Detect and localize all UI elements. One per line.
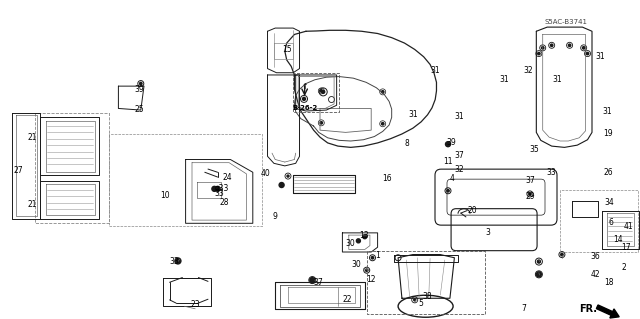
Circle shape xyxy=(310,278,315,283)
Text: 31: 31 xyxy=(602,107,612,115)
Text: 6: 6 xyxy=(609,218,614,227)
Circle shape xyxy=(413,299,416,301)
Circle shape xyxy=(538,260,540,263)
Text: 33: 33 xyxy=(214,189,224,198)
Text: 35: 35 xyxy=(529,145,540,154)
Text: 37: 37 xyxy=(314,278,324,287)
Text: 40: 40 xyxy=(260,169,271,178)
Text: 31: 31 xyxy=(595,52,605,61)
Text: 30: 30 xyxy=(346,239,356,248)
Text: 37: 37 xyxy=(454,151,465,160)
Text: 32: 32 xyxy=(523,66,533,75)
Text: 42: 42 xyxy=(590,271,600,279)
Text: 36: 36 xyxy=(590,252,600,261)
Text: 9: 9 xyxy=(273,212,278,221)
Text: 31: 31 xyxy=(408,110,418,119)
Circle shape xyxy=(140,82,142,85)
Text: 14: 14 xyxy=(612,235,623,244)
Text: 19: 19 xyxy=(603,130,613,138)
Text: 33: 33 xyxy=(547,168,557,177)
Text: 16: 16 xyxy=(381,174,392,182)
FancyArrow shape xyxy=(596,305,620,318)
Text: 10: 10 xyxy=(160,191,170,200)
Text: 18: 18 xyxy=(605,278,614,287)
Text: 11: 11 xyxy=(444,157,452,166)
Text: 5: 5 xyxy=(418,299,423,308)
Text: 7: 7 xyxy=(521,304,526,313)
Text: 15: 15 xyxy=(282,45,292,54)
Text: S5AC-B3741: S5AC-B3741 xyxy=(545,19,588,25)
Text: ↑: ↑ xyxy=(301,82,308,91)
Text: 39: 39 xyxy=(134,85,145,94)
Circle shape xyxy=(356,239,360,243)
Text: 21: 21 xyxy=(28,200,36,209)
Text: 37: 37 xyxy=(525,176,535,185)
Circle shape xyxy=(212,186,217,191)
Circle shape xyxy=(582,47,585,49)
Circle shape xyxy=(287,175,289,177)
Text: 2: 2 xyxy=(621,263,627,272)
Circle shape xyxy=(279,182,284,188)
Circle shape xyxy=(536,272,541,277)
Text: 27: 27 xyxy=(13,166,23,175)
Circle shape xyxy=(529,193,531,195)
Circle shape xyxy=(381,122,384,125)
Circle shape xyxy=(303,97,305,100)
Text: 21: 21 xyxy=(28,133,36,142)
Text: 41: 41 xyxy=(623,222,634,231)
Circle shape xyxy=(541,47,544,49)
Text: 30: 30 xyxy=(351,260,361,269)
Circle shape xyxy=(445,142,451,147)
Circle shape xyxy=(538,273,540,276)
Text: 25: 25 xyxy=(134,105,145,114)
Text: 4: 4 xyxy=(449,174,454,183)
Text: FR.: FR. xyxy=(579,304,597,314)
Circle shape xyxy=(538,52,540,55)
Circle shape xyxy=(322,90,324,93)
Text: 33: 33 xyxy=(169,257,179,266)
Text: 31: 31 xyxy=(454,112,465,121)
Circle shape xyxy=(561,253,563,256)
Text: 31: 31 xyxy=(499,75,509,84)
Text: 8: 8 xyxy=(404,139,409,148)
Text: 1: 1 xyxy=(375,251,380,260)
Text: 17: 17 xyxy=(621,243,631,252)
Circle shape xyxy=(568,44,571,47)
Circle shape xyxy=(550,44,553,47)
Circle shape xyxy=(371,256,374,259)
Text: 24: 24 xyxy=(222,173,232,182)
Text: 13: 13 xyxy=(358,231,369,240)
Text: 28: 28 xyxy=(220,198,228,207)
Text: 38: 38 xyxy=(422,292,433,301)
Text: 3: 3 xyxy=(485,228,490,237)
Text: 23: 23 xyxy=(190,300,200,309)
Circle shape xyxy=(363,235,367,239)
Text: 32: 32 xyxy=(454,165,465,174)
Circle shape xyxy=(381,91,384,93)
Text: 31: 31 xyxy=(552,75,562,84)
Text: 29: 29 xyxy=(525,192,535,201)
Text: 34: 34 xyxy=(604,198,614,207)
Circle shape xyxy=(320,122,323,124)
Circle shape xyxy=(175,258,181,264)
Text: 22: 22 xyxy=(342,295,351,304)
Circle shape xyxy=(447,189,449,192)
Text: ø33: ø33 xyxy=(215,184,229,193)
Circle shape xyxy=(311,279,314,281)
Text: 39: 39 xyxy=(446,138,456,147)
Text: 12: 12 xyxy=(367,275,376,284)
Text: 31: 31 xyxy=(430,66,440,75)
Circle shape xyxy=(215,186,220,191)
Circle shape xyxy=(320,90,323,92)
Circle shape xyxy=(586,52,589,55)
Text: B-26-2: B-26-2 xyxy=(292,106,317,111)
Circle shape xyxy=(365,269,368,271)
Text: 26: 26 xyxy=(603,168,613,177)
Text: 20: 20 xyxy=(467,206,477,215)
